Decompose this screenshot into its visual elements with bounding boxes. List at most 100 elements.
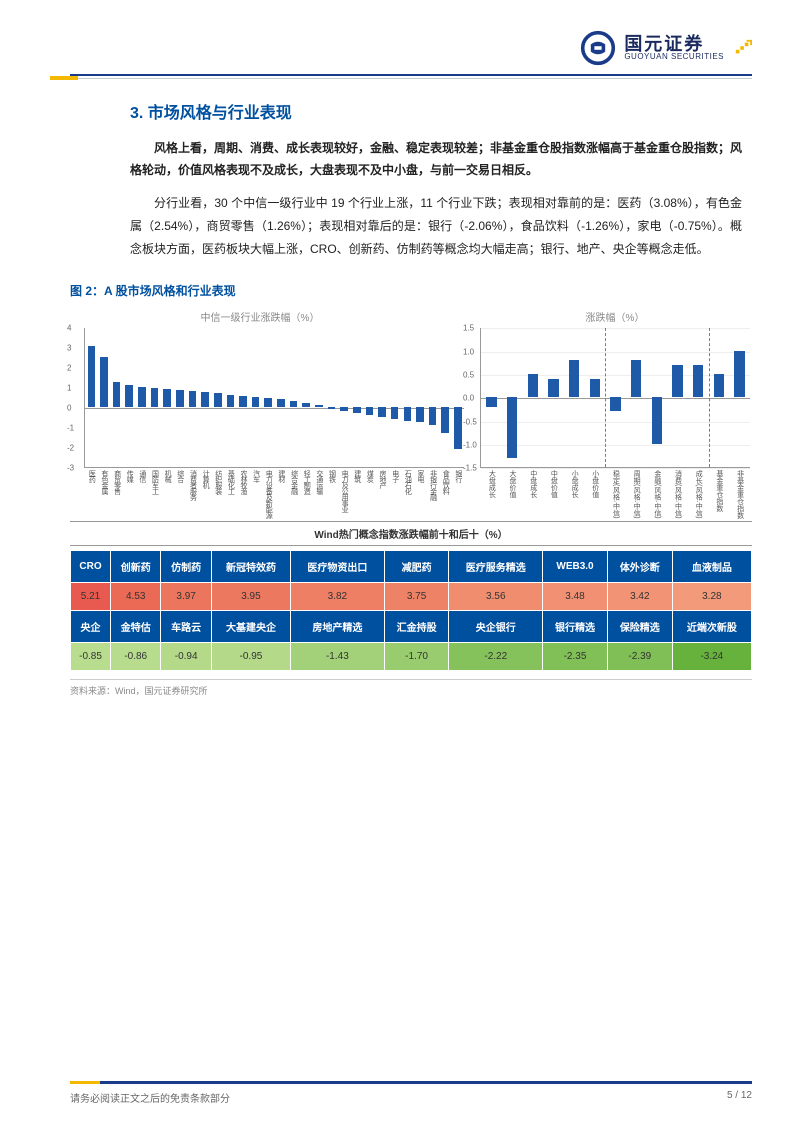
y-tick: -1.0 (463, 441, 477, 450)
bar (113, 382, 121, 407)
y-tick: -2 (67, 444, 74, 453)
style-bar-chart: 涨跌幅（%） -1.5-1.0-0.50.00.51.01.5大盘成长大盘价值中… (480, 309, 750, 509)
bar (404, 407, 412, 421)
x-label: 钢铁 (326, 470, 336, 482)
footer-page-number: 5 / 12 (727, 1090, 752, 1105)
table-cell: 银行精选 (543, 611, 608, 643)
bar (454, 407, 462, 448)
y-tick: 4 (67, 324, 71, 333)
bar (264, 398, 272, 407)
table-cell: 新冠特效药 (211, 551, 290, 583)
bar (631, 360, 641, 397)
x-label: 大盘价值 (507, 470, 517, 498)
divider-line (605, 328, 606, 467)
table-cell: 3.28 (672, 583, 751, 611)
table-cell: 体外诊断 (607, 551, 672, 583)
chart-right-title: 涨跌幅（%） (480, 309, 750, 324)
table-cell: CRO (71, 551, 111, 583)
table-cell: 医疗服务精选 (449, 551, 543, 583)
table-cell: 3.42 (607, 583, 672, 611)
table-cell: -2.39 (607, 643, 672, 671)
table-cell: 房地产精选 (291, 611, 385, 643)
table-cell: 3.56 (449, 583, 543, 611)
x-label: 电力设备及新能源 (263, 470, 273, 518)
table-cell: 汇金持股 (384, 611, 449, 643)
paragraph-1: 风格上看，周期、消费、成长表现较好，金融、稳定表现较差；非基金重仓股指数涨幅高于… (130, 137, 742, 183)
x-label: 银行 (453, 470, 463, 482)
table-cell: 创新药 (111, 551, 161, 583)
x-label: 周期(风格.中信) (631, 470, 641, 519)
table-cell: -1.43 (291, 643, 385, 671)
bar (507, 397, 517, 458)
x-label: 商贸零售 (112, 470, 122, 494)
table-cell: 金特估 (111, 611, 161, 643)
bar (486, 397, 496, 406)
bar (290, 401, 298, 407)
bar (328, 407, 336, 409)
logo-icon (580, 30, 616, 66)
x-label: 轻工制造 (301, 470, 311, 494)
bar (672, 365, 682, 398)
y-tick: 1 (67, 384, 71, 393)
x-label: 国防军工 (150, 470, 160, 494)
bar (163, 389, 171, 407)
x-label: 计算机 (200, 470, 210, 488)
industry-bar-chart: 中信一级行业涨跌幅（%） -3-2-101234医药有色金属商贸零售传媒通信国防… (70, 309, 450, 509)
figure-source: 资料来源：Wind，国元证券研究所 (70, 679, 752, 697)
logo-arrow-icon (734, 39, 752, 57)
bar (151, 388, 159, 407)
table-cell: 3.97 (161, 583, 211, 611)
x-label: 消费者服务 (187, 470, 197, 500)
table-cell: 5.21 (71, 583, 111, 611)
table-cell: 4.53 (111, 583, 161, 611)
x-label: 中盘价值 (548, 470, 558, 498)
bar (277, 399, 285, 407)
bar (652, 397, 662, 444)
footer-disclaimer: 请务必阅读正文之后的免责条款部分 (70, 1090, 230, 1105)
bar (201, 392, 209, 407)
side-accent-bar (50, 76, 78, 80)
y-tick: 0 (67, 404, 71, 413)
x-label: 有色金属 (99, 470, 109, 494)
page-footer: 请务必阅读正文之后的免责条款部分 5 / 12 (70, 1081, 752, 1105)
table-cell: 央企银行 (449, 611, 543, 643)
table-cell: 仿制药 (161, 551, 211, 583)
table-cell: -3.24 (672, 643, 751, 671)
bar (429, 407, 437, 425)
table-cell: 医疗物资出口 (291, 551, 385, 583)
x-label: 医药 (86, 470, 96, 482)
paragraph-2: 分行业看，30 个中信一级行业中 19 个行业上涨，11 个行业下跌；表现相对靠… (130, 192, 742, 260)
bar (353, 407, 361, 413)
x-label: 综合金融 (289, 470, 299, 494)
section-title-text: 市场风格与行业表现 (148, 105, 292, 122)
bar (340, 407, 348, 411)
x-label: 稳定(风格.中信) (610, 470, 620, 519)
table-cell: -2.35 (543, 643, 608, 671)
bar (610, 397, 620, 411)
section-title: 3. 市场风格与行业表现 (130, 99, 752, 123)
x-label: 家电 (415, 470, 425, 482)
x-label: 纺织服装 (213, 470, 223, 494)
y-tick: -1 (67, 424, 74, 433)
table-cell: -0.94 (161, 643, 211, 671)
bar (252, 397, 260, 407)
bar (366, 407, 374, 415)
y-tick: 1.0 (463, 347, 474, 356)
bar (214, 393, 222, 407)
y-tick: -1.5 (463, 464, 477, 473)
y-tick: 2 (67, 364, 71, 373)
table-cell: 车路云 (161, 611, 211, 643)
table-cell: -0.95 (211, 643, 290, 671)
x-label: 石油石化 (402, 470, 412, 494)
header-rule (70, 74, 752, 76)
bar (176, 390, 184, 407)
x-label: 大盘成长 (486, 470, 496, 498)
x-label: 金融(风格.中信) (652, 470, 662, 519)
bar (378, 407, 386, 417)
x-label: 传媒 (124, 470, 134, 482)
table-cell: 央企 (71, 611, 111, 643)
x-label: 机械 (162, 470, 172, 482)
table-cell: 3.95 (211, 583, 290, 611)
table-cell: 3.75 (384, 583, 449, 611)
bar (227, 395, 235, 407)
